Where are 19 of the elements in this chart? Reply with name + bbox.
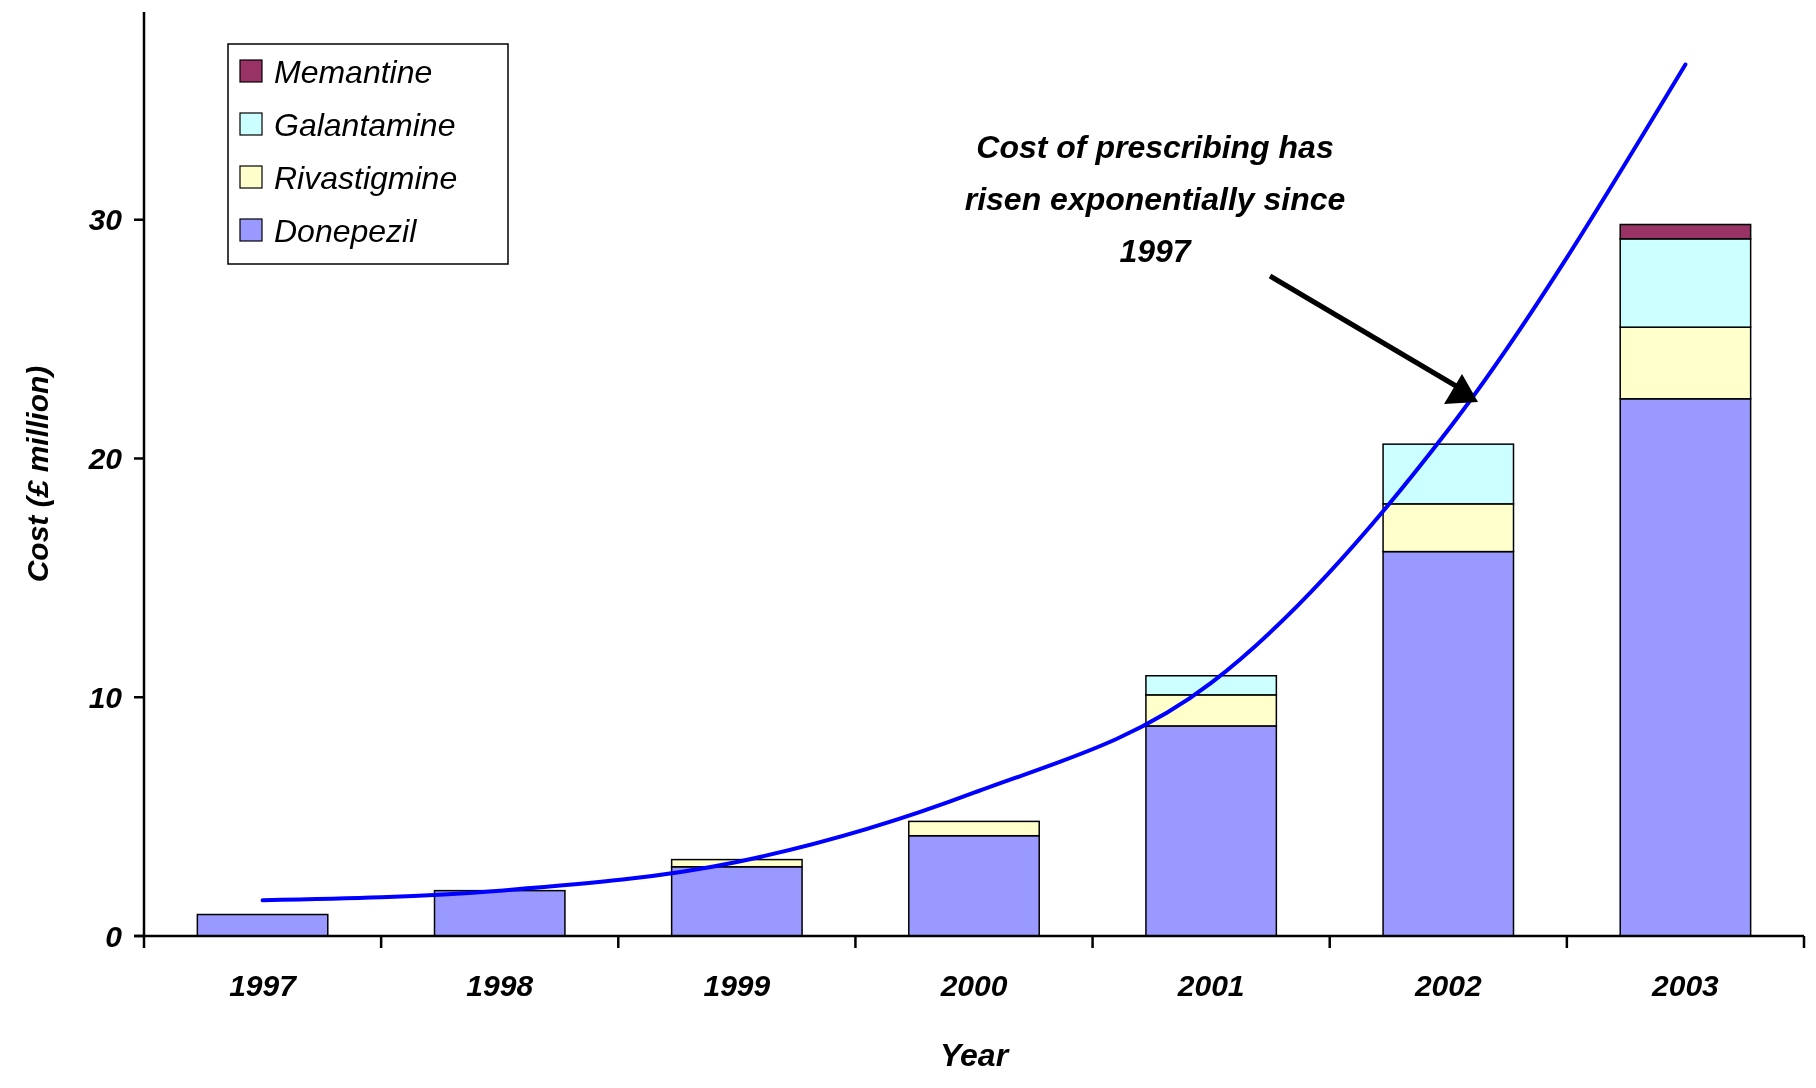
- legend-label: Galantamine: [274, 107, 456, 144]
- y-tick-label: 0: [105, 919, 123, 953]
- x-tick-label: 2003: [1651, 969, 1720, 1002]
- x-tick-label: 2002: [1413, 969, 1482, 1002]
- x-tick-label: 2000: [939, 969, 1008, 1002]
- x-axis-title: Year: [939, 1037, 1010, 1073]
- annotation: Cost of prescribing has risen exponentially since 1997: [964, 129, 1346, 269]
- x-tick-label: 2001: [1176, 969, 1245, 1002]
- y-axis-title: Cost (£ million): [21, 365, 54, 583]
- line-series: [260, 62, 1688, 903]
- x-tick-label: 1999: [703, 969, 771, 1002]
- y-tick-label: 20: [87, 441, 123, 475]
- legend-label: Rivastigmine: [274, 160, 458, 197]
- y-tick-label: 30: [88, 203, 123, 237]
- x-tick-label: 1997: [229, 969, 298, 1002]
- x-tick-label: 1998: [466, 969, 534, 1002]
- y-tick-label: 10: [88, 680, 123, 714]
- legend-label: Donepezil: [274, 213, 418, 250]
- legend-label: Memantine: [274, 54, 433, 91]
